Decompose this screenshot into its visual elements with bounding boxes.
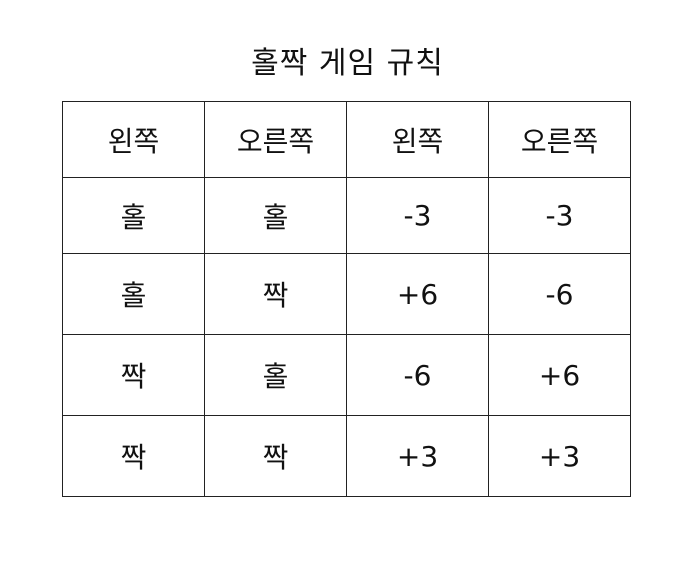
table-cell: 짝 [204, 253, 347, 335]
table-cell: 짝 [204, 415, 347, 497]
table-cell: -3 [488, 177, 631, 254]
table-cell: 홀 [62, 177, 205, 254]
table-cell: +6 [488, 334, 631, 416]
table-row: 홀 짝 +6 -6 [62, 253, 631, 335]
rules-table: 왼쪽 오른쪽 왼쪽 오른쪽 홀 홀 -3 -3 홀 짝 +6 -6 짝 홀 -6… [62, 101, 631, 497]
table-cell: 홀 [204, 334, 347, 416]
table-row: 짝 홀 -6 +6 [62, 334, 631, 416]
table-cell: 짝 [62, 334, 205, 416]
table-row: 짝 짝 +3 +3 [62, 415, 631, 497]
table-cell: +3 [488, 415, 631, 497]
table-cell: -6 [488, 253, 631, 335]
table-cell: -3 [346, 177, 489, 254]
table-cell: +6 [346, 253, 489, 335]
table-cell: 홀 [204, 177, 347, 254]
table-row: 홀 홀 -3 -3 [62, 177, 631, 254]
header-cell-right-choice: 오른쪽 [204, 101, 347, 178]
table-cell: 홀 [62, 253, 205, 335]
table-cell: -6 [346, 334, 489, 416]
header-cell-right-score: 오른쪽 [488, 101, 631, 178]
table-cell: +3 [346, 415, 489, 497]
table-cell: 짝 [62, 415, 205, 497]
header-cell-left-score: 왼쪽 [346, 101, 489, 178]
table-header-row: 왼쪽 오른쪽 왼쪽 오른쪽 [62, 101, 631, 178]
page-title: 홀짝 게임 규칙 [251, 46, 444, 81]
header-cell-left-choice: 왼쪽 [62, 101, 205, 178]
